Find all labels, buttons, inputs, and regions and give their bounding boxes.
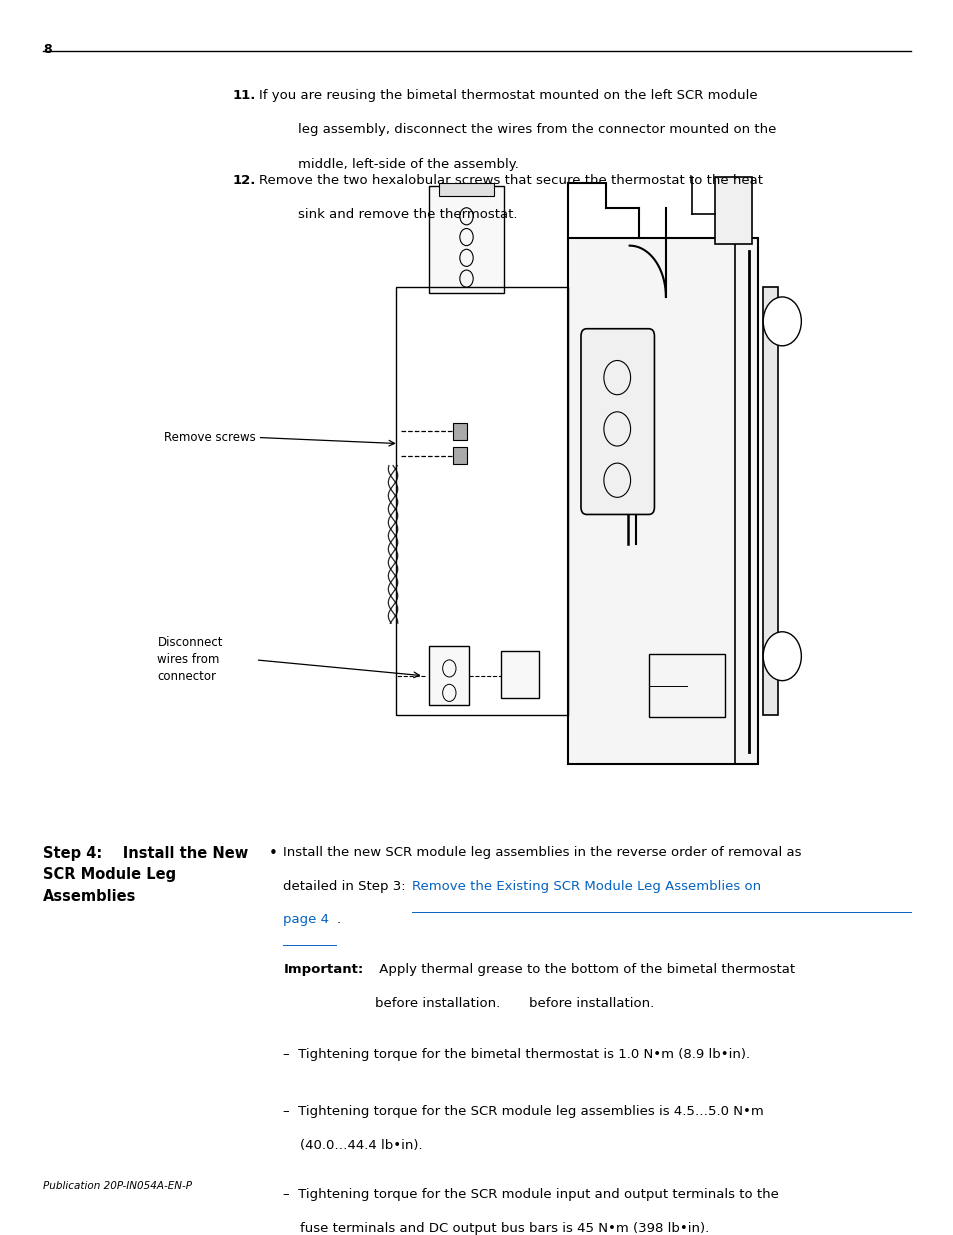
Text: –  Tightening torque for the SCR module input and output terminals to the: – Tightening torque for the SCR module i… — [283, 1188, 779, 1200]
Text: Install the new SCR module leg assemblies in the reverse order of removal as: Install the new SCR module leg assemblie… — [283, 846, 801, 858]
Bar — [429, 185, 503, 293]
Text: page 4: page 4 — [283, 913, 329, 926]
Text: fuse terminals and DC output bus bars is 45 N•m (398 lb•in).: fuse terminals and DC output bus bars is… — [283, 1221, 709, 1235]
Text: Apply thermal grease to the bottom of the bimetal thermostat: Apply thermal grease to the bottom of th… — [375, 963, 794, 976]
Bar — [715, 177, 751, 245]
Circle shape — [762, 296, 801, 346]
Bar — [567, 238, 758, 763]
Bar — [395, 288, 567, 715]
Text: middle, left-side of the assembly.: middle, left-side of the assembly. — [297, 158, 518, 170]
Circle shape — [762, 632, 801, 680]
Text: 12.: 12. — [232, 174, 255, 186]
Text: .: . — [336, 913, 340, 926]
Text: Disconnect
wires from
connector: Disconnect wires from connector — [157, 636, 223, 683]
Bar — [500, 651, 538, 698]
Text: •: • — [269, 846, 277, 861]
Bar — [762, 288, 777, 715]
Text: –  Tightening torque for the SCR module leg assemblies is 4.5…5.0 N•m: – Tightening torque for the SCR module l… — [283, 1104, 763, 1118]
Text: leg assembly, disconnect the wires from the connector mounted on the: leg assembly, disconnect the wires from … — [297, 124, 775, 136]
Text: 8: 8 — [43, 43, 51, 56]
Text: before installation.: before installation. — [528, 997, 654, 1010]
Text: Publication 20P-IN054A-EN-P: Publication 20P-IN054A-EN-P — [43, 1182, 192, 1192]
Text: Step 4:    Install the New
SCR Module Leg
Assemblies: Step 4: Install the New SCR Module Leg A… — [43, 846, 248, 904]
Text: –  Tightening torque for the bimetal thermostat is 1.0 N•m (8.9 lb•in).: – Tightening torque for the bimetal ther… — [283, 1049, 750, 1061]
Bar — [453, 422, 466, 440]
Text: (40.0…44.4 lb•in).: (40.0…44.4 lb•in). — [283, 1139, 422, 1152]
Bar — [438, 183, 494, 195]
Text: Important:: Important: — [283, 963, 363, 976]
Text: Remove the Existing SCR Module Leg Assemblies on: Remove the Existing SCR Module Leg Assem… — [412, 879, 760, 893]
Bar — [429, 646, 469, 705]
Text: 11.: 11. — [232, 89, 255, 103]
Bar — [648, 653, 724, 718]
FancyBboxPatch shape — [580, 329, 654, 515]
Text: before installation.: before installation. — [375, 997, 499, 1010]
Text: detailed in Step 3:: detailed in Step 3: — [283, 879, 410, 893]
Text: Remove screws: Remove screws — [164, 431, 255, 443]
Text: Remove the two hexalobular screws that secure the thermostat to the heat: Remove the two hexalobular screws that s… — [259, 174, 762, 186]
Text: If you are reusing the bimetal thermostat mounted on the left SCR module: If you are reusing the bimetal thermosta… — [259, 89, 758, 103]
Text: sink and remove the thermostat.: sink and remove the thermostat. — [297, 207, 517, 221]
Bar — [453, 447, 466, 464]
